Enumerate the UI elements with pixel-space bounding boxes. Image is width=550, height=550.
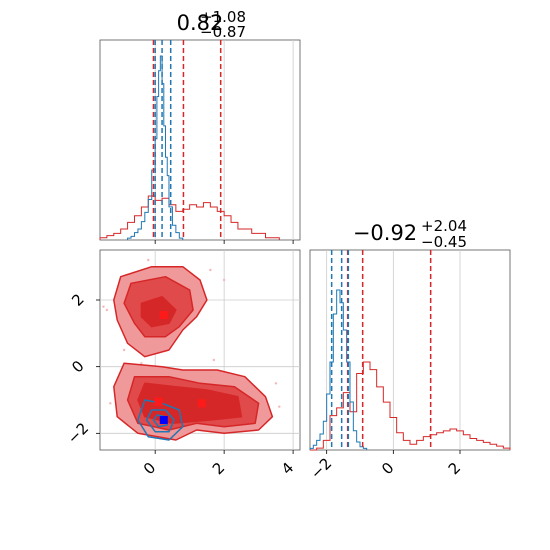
param-1-minus: −0.45 [421,233,467,251]
blue-contour [145,409,175,433]
param-1-blue-histogram [309,289,368,450]
joint-x-tick-label: 4 [278,459,297,478]
red-marker [159,311,168,319]
param-0-median: 0.82 [177,11,224,35]
red-sample-point [209,268,212,272]
panel-frame-top [99,39,301,241]
red-sample-point [212,358,215,362]
joint-x-tick-label: 2 [209,459,228,478]
red-sample-point [147,258,150,262]
joint-y-tick-label: 0 [68,357,87,376]
right-x-tick-label: −2 [307,454,335,482]
red-marker [154,397,163,406]
joint-y-tick-label: 2 [68,290,87,309]
param-0-title: 0.82 [177,11,224,35]
param-1-red-histogram [310,361,511,451]
param-0-plus: +1.08 [200,8,246,26]
param-1-median: −0.92 [353,221,417,245]
red-marker [197,399,206,408]
blue-contour [137,399,184,441]
red-sample-point [109,402,112,405]
joint-x-tick-label: 0 [140,459,159,478]
red-sample-point [105,308,109,312]
panel-frame-right [309,249,511,451]
red-sample-point [102,305,105,308]
red-sample-point [274,382,278,385]
param-0-red-histogram [99,195,280,240]
right-x-tick-label: 0 [378,459,397,478]
right-x-tick-label: 2 [445,459,464,478]
red-sample-point [278,405,281,408]
param-0-blue-histogram [127,55,184,240]
red-sample-point [222,278,226,282]
panel-frame-joint [99,249,301,451]
red-contour-inner [140,295,177,328]
joint-y-tick-label: −2 [64,419,92,447]
param-0-minus: −0.87 [200,23,246,41]
param-1-plus: +2.04 [421,217,467,235]
plot-layer: 0 2 4 −2 0 2 −2 0 2 [64,39,511,483]
blue-marker [159,416,168,424]
red-sample-point [122,348,126,352]
red-sample-point [140,362,143,365]
